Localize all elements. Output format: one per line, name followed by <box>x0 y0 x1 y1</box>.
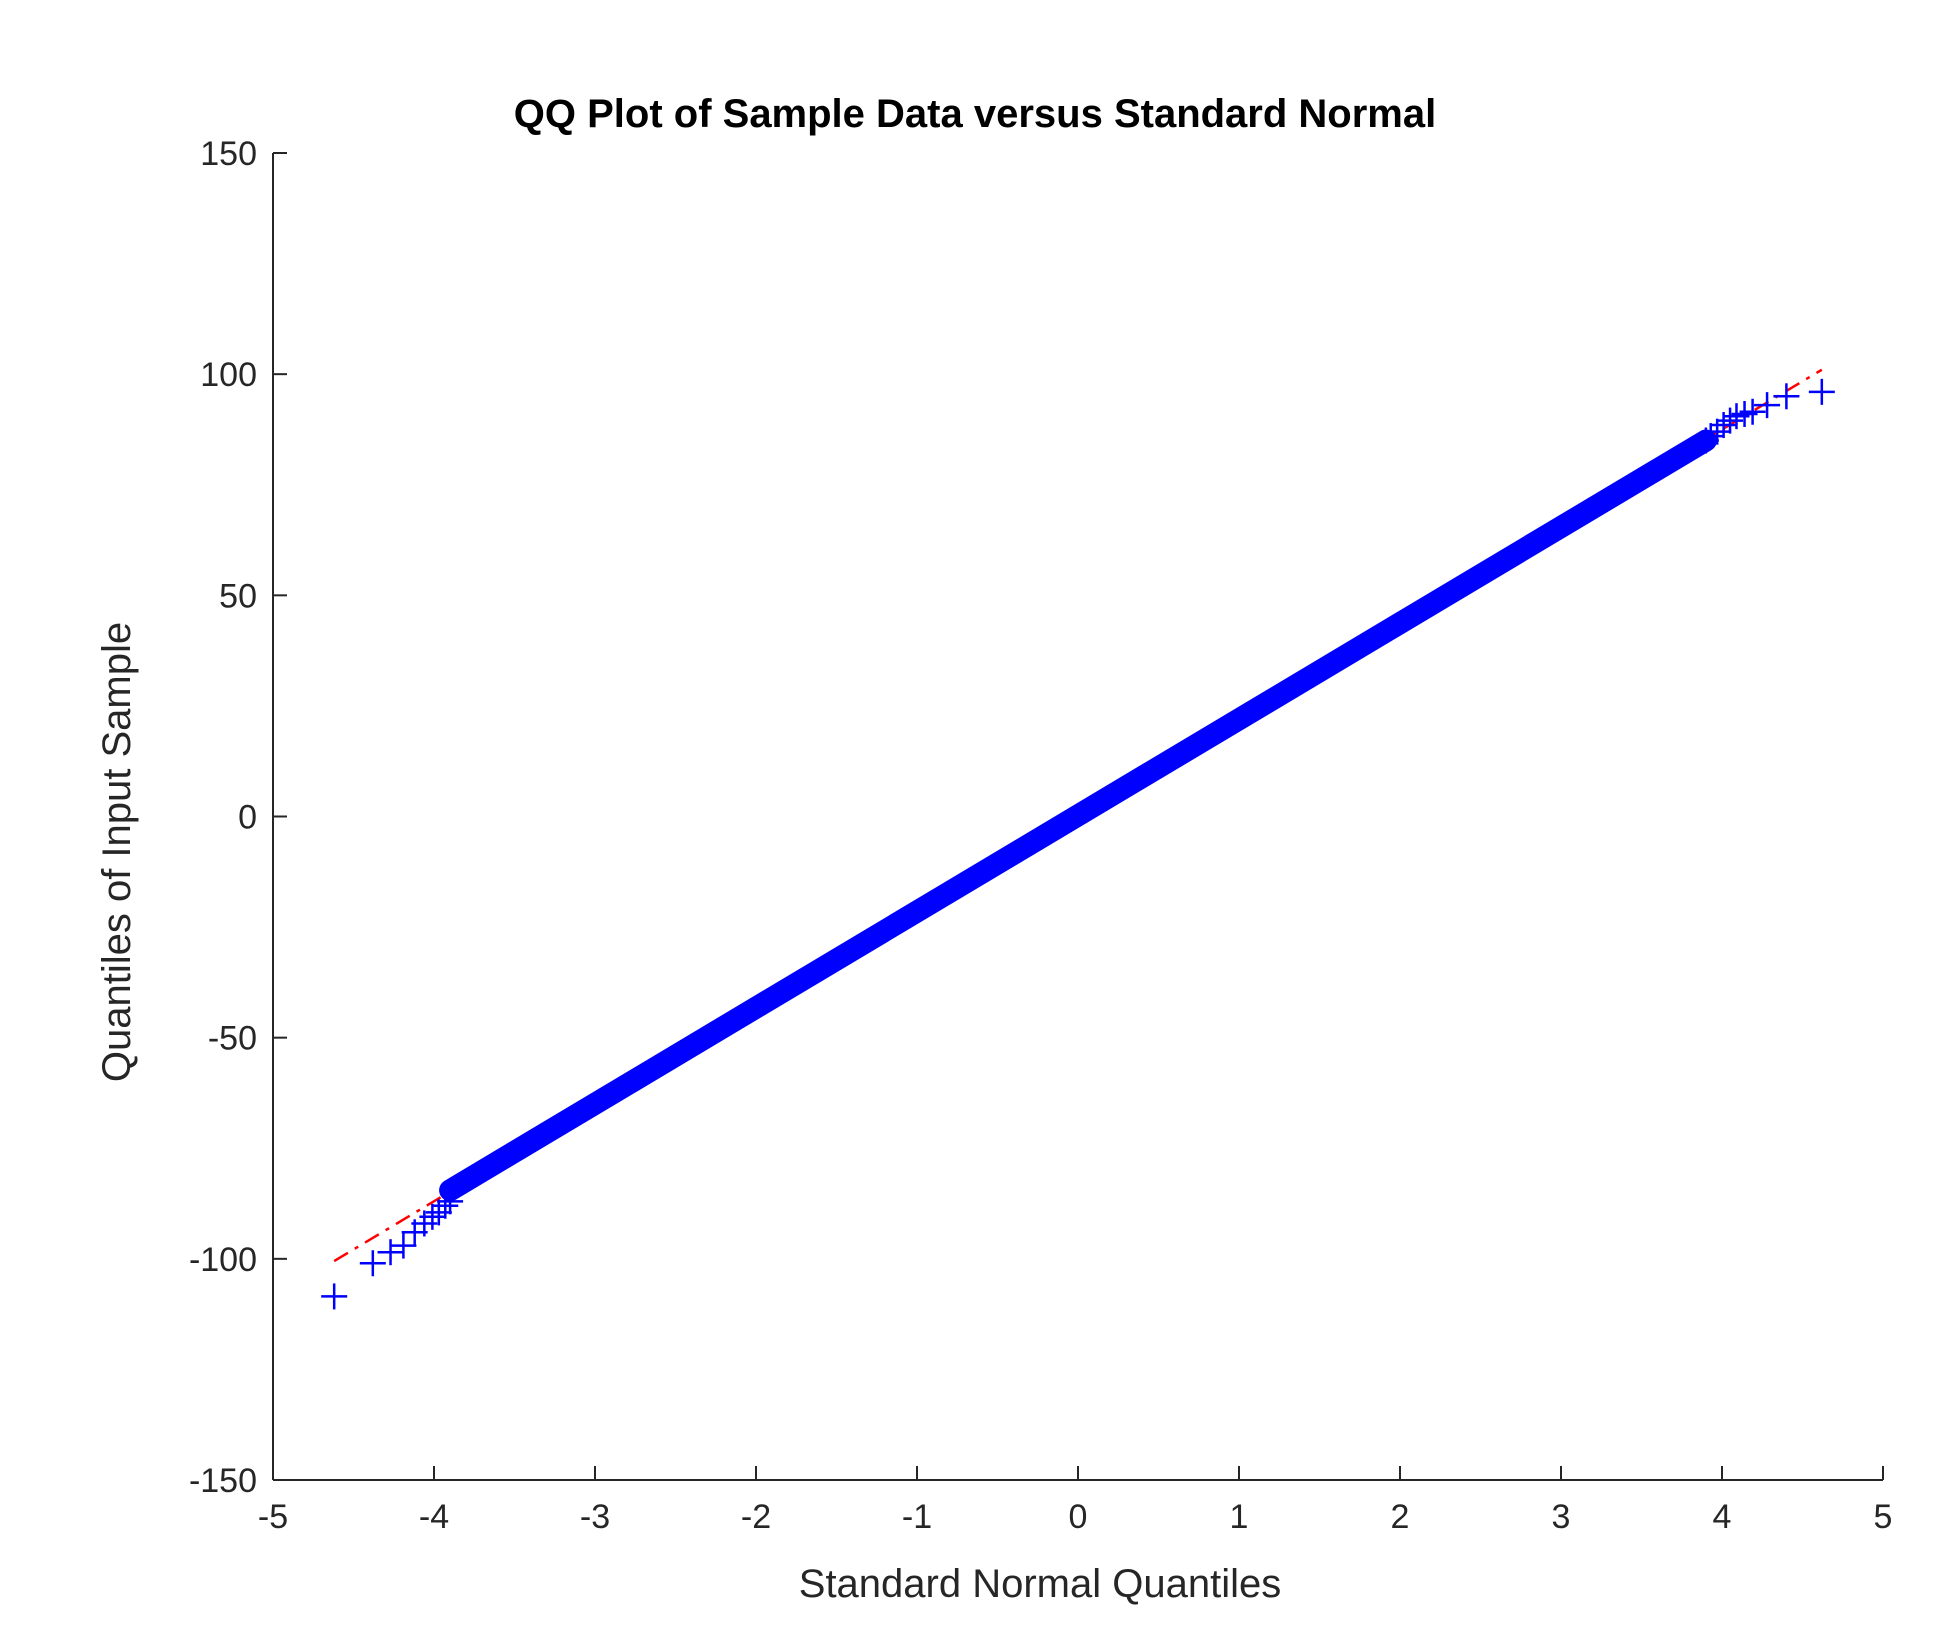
data-point <box>419 1203 446 1230</box>
x-tick-label: -4 <box>419 1498 449 1536</box>
data-point <box>437 1188 464 1215</box>
data-point <box>1704 418 1731 445</box>
data-point <box>321 1283 348 1310</box>
data-point <box>1754 392 1781 419</box>
y-tick-label: -150 <box>189 1462 257 1500</box>
data-point <box>425 1199 452 1226</box>
chart-title: QQ Plot of Sample Data versus Standard N… <box>514 92 1436 136</box>
data-point <box>390 1232 417 1259</box>
axes: -5 -4 -3 -2 -1 0 1 2 3 4 5 -150 -100 -50 0 50 100 150 <box>189 135 1893 1536</box>
y-tick-label: 50 <box>219 577 257 615</box>
data-point <box>359 1250 386 1277</box>
y-tick-label: 0 <box>238 799 257 837</box>
data-point <box>1717 407 1744 434</box>
dense-points-band <box>439 429 1717 1202</box>
x-tick-label: 4 <box>1713 1498 1732 1536</box>
x-tick-label: -5 <box>258 1498 288 1536</box>
x-tick-label: 3 <box>1552 1498 1571 1536</box>
y-tick-label: 150 <box>200 135 257 173</box>
data-point <box>1773 383 1800 410</box>
x-tick-label: 1 <box>1230 1498 1249 1536</box>
x-tick-label: -3 <box>580 1498 610 1536</box>
y-tick-label: 100 <box>200 356 257 394</box>
data-point <box>1808 378 1835 405</box>
x-tick-label: 0 <box>1069 1498 1088 1536</box>
y-tick-label: -50 <box>208 1020 257 1058</box>
x-tick-label: 2 <box>1391 1498 1410 1536</box>
y-tick-label: -100 <box>189 1241 257 1279</box>
data-layer <box>321 368 1835 1310</box>
y-axis-label: Quantiles of Input Sample <box>95 622 139 1082</box>
x-axis-label: Standard Normal Quantiles <box>799 1562 1281 1606</box>
data-point <box>1697 423 1724 450</box>
x-tick-label: -2 <box>741 1498 771 1536</box>
data-point <box>377 1239 404 1266</box>
x-tick-label: 5 <box>1874 1498 1893 1536</box>
data-point <box>432 1192 459 1219</box>
x-tick-label: -1 <box>902 1498 932 1536</box>
data-point <box>1739 398 1766 425</box>
